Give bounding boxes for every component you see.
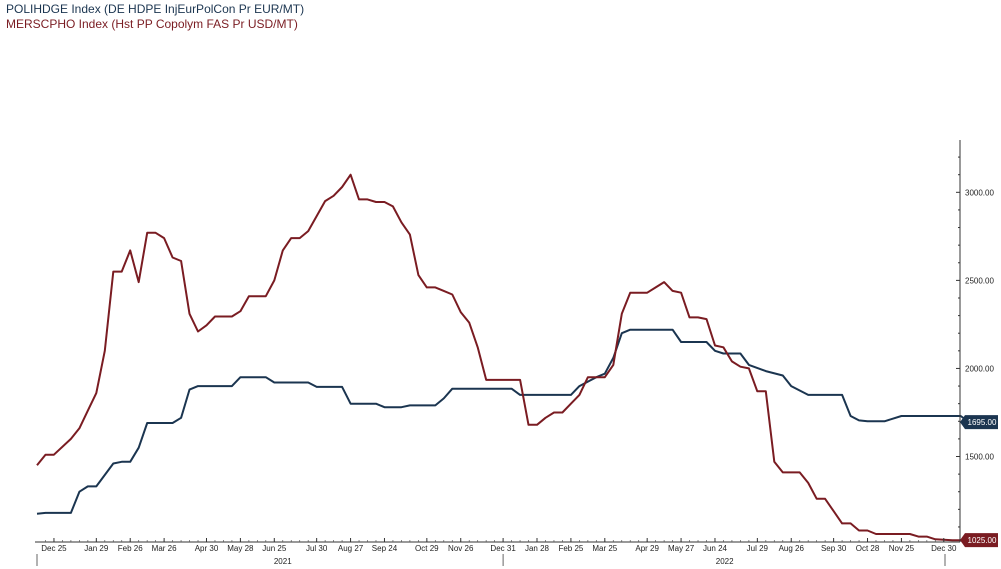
last-value-tag-0: 1695.00 [960,415,998,430]
x-tick-label: Dec 25 [41,544,67,553]
x-tick-label: Oct 28 [856,544,880,553]
x-tick-label: Aug 27 [338,544,364,553]
x-tick-label: Sep 24 [372,544,398,553]
axis-layer: 1500.00 2000.00 2500.00 3000.00 Dec 25 Jan 29… [35,140,998,566]
year-label: 2021 [274,557,292,566]
x-tick-label: Jul 30 [306,544,328,553]
x-tick-label: Apr 30 [195,544,219,553]
series-layer [36,173,987,542]
last-value-label: 1025.00 [968,536,997,545]
x-tick-label: Dec 31 [490,544,516,553]
x-tick-label: Mar 26 [152,544,177,553]
x-tick-label: Mar 25 [592,544,617,553]
legend-item-merscpho: MERSCPHO Index (Hst PP Copolym FAS Pr US… [6,17,298,31]
x-tick-label: Jul 29 [747,544,769,553]
x-tick-label: Dec 30 [931,544,957,553]
y-tick-label: 1500.00 [965,453,994,462]
x-tick-label: Sep 30 [821,544,847,553]
x-tick-label: Jun 24 [703,544,728,553]
last-value-label: 1695.00 [968,418,997,427]
series-line-0 [36,328,987,515]
series-line-1 [36,173,987,542]
x-tick-label: Apr 29 [635,544,659,553]
legend-item-polihdge: POLIHDGE Index (DE HDPE InjEurPolCon Pr … [6,2,305,16]
x-tick-label: Jan 28 [525,544,550,553]
x-tick-label: Nov 25 [889,544,915,553]
x-tick-label: May 27 [668,544,695,553]
y-tick-label: 3000.00 [965,188,994,197]
x-tick-label: Oct 29 [415,544,439,553]
x-tick-label: Jun 25 [262,544,287,553]
x-tick-label: Feb 25 [558,544,583,553]
legend: POLIHDGE Index (DE HDPE InjEurPolCon Pr … [6,2,304,32]
last-value-tag-1: 1025.00 [960,533,998,548]
x-tick-label: May 28 [227,544,254,553]
y-tick-label: 2000.00 [965,364,994,373]
year-label: 2022 [716,557,734,566]
last-value-tag-shape [960,533,998,548]
x-tick-label: Nov 26 [448,544,474,553]
y-tick-label: 2500.00 [965,276,994,285]
x-tick-label: Feb 26 [118,544,143,553]
x-tick-label: Aug 26 [779,544,805,553]
last-value-tag-shape [960,415,998,430]
x-tick-label: Jan 29 [84,544,109,553]
